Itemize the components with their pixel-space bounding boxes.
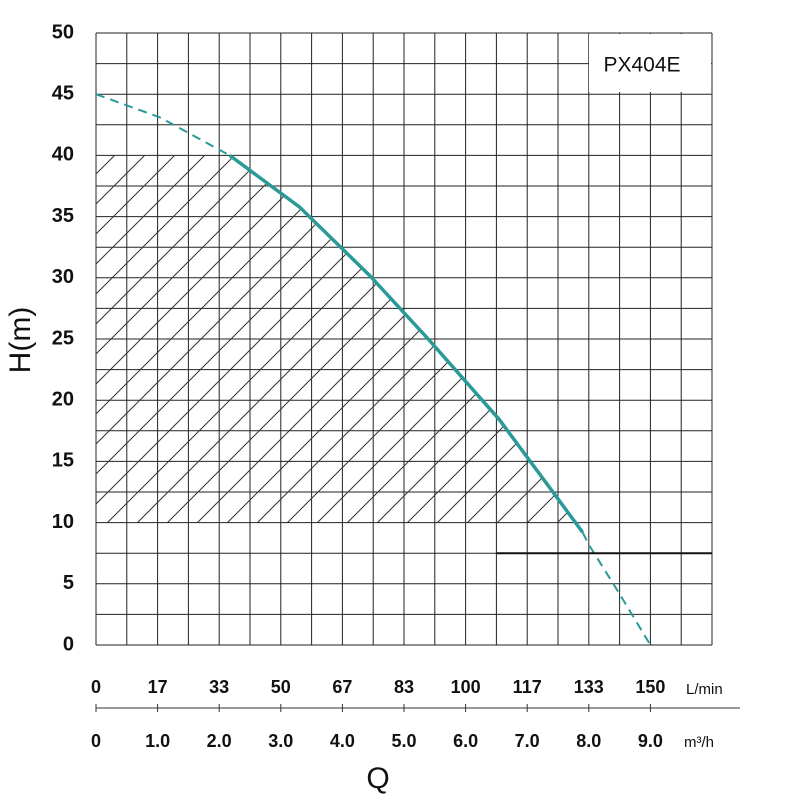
y-tick-label: 0 (63, 633, 74, 655)
x-tick-label: 2.0 (207, 731, 232, 751)
y-axis-label: H(m) (4, 307, 37, 374)
x-tick-label: 9.0 (638, 731, 663, 751)
x-tick-label: 7.0 (515, 731, 540, 751)
x-axis-label: Q (366, 762, 389, 795)
y-tick-label: 40 (52, 144, 74, 166)
x-tick-label: 0 (91, 731, 101, 751)
x2-tick-label: 0 (91, 677, 101, 697)
y-tick-label: 15 (52, 450, 74, 472)
label-box-text: PX404E (603, 54, 680, 77)
x-tick-label: 4.0 (330, 731, 355, 751)
y-tick-label: 35 (52, 205, 74, 227)
x2-tick-label: 50 (271, 677, 291, 697)
x2-tick-label: 17 (148, 677, 168, 697)
x-tick-label: 8.0 (576, 731, 601, 751)
curve (228, 153, 585, 534)
x2-tick-label: 100 (451, 677, 481, 697)
x-tick-label: 6.0 (453, 731, 478, 751)
x2-unit: L/min (686, 681, 723, 698)
y-tick-label: 20 (52, 388, 74, 410)
y-tick-label: 25 (52, 327, 74, 349)
x2-tick-label: 33 (209, 677, 229, 697)
y-tick-label: 50 (52, 21, 74, 43)
label-box (589, 34, 711, 92)
x2-tick-label: 83 (394, 677, 414, 697)
x-tick-label: 1.0 (145, 731, 170, 751)
x-tick-label: 5.0 (391, 731, 416, 751)
y-tick-label: 10 (52, 511, 74, 533)
curve (95, 93, 231, 157)
y-tick-label: 5 (63, 572, 74, 594)
x2-tick-label: 133 (574, 677, 604, 697)
x2-tick-label: 67 (332, 677, 352, 697)
y-tick-label: 45 (52, 82, 74, 104)
x-tick-label: 3.0 (268, 731, 293, 751)
x2-tick-label: 117 (513, 677, 542, 697)
y-tick-label: 30 (52, 266, 74, 288)
x2-tick-label: 150 (635, 677, 665, 697)
curve (581, 531, 652, 646)
x-unit: m³/h (684, 734, 714, 751)
